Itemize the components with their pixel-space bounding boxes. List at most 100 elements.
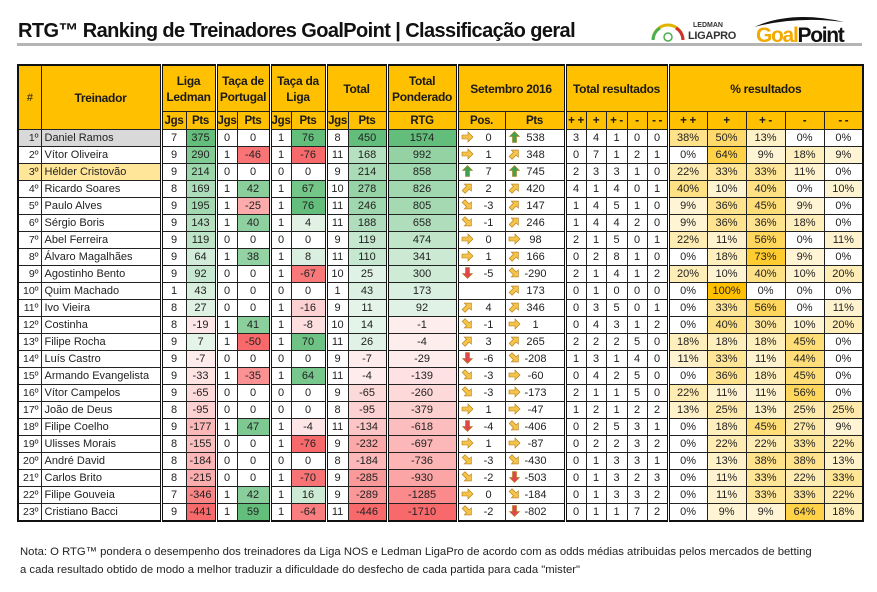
tl-pts: 0 [290,401,327,419]
coach-name[interactable]: André David [40,452,162,470]
tl-pts: -8 [290,316,327,334]
month-points-value: 745 [526,166,545,178]
position-arrow-up-right-icon [461,335,474,347]
rank: 16º [17,384,42,402]
result-pct-2: 38% [745,452,786,470]
rank: 3º [17,163,42,181]
header-tp-pts: Pts [236,111,271,130]
result-pct-2: 33% [745,486,786,504]
table-row[interactable]: 3º Hélder Cristovão 9 214 0 0 0 0 9 214 858 7 745 2 3 3… [17,163,864,181]
result-pct-0: 0% [666,418,708,436]
month-points-value: -208 [524,353,547,365]
table-row[interactable]: 14º Luís Castro 9 -7 0 0 0 0 9 -7 -29 -6 -208 1 3 1 4 0 11… [17,350,864,368]
coach-name[interactable]: Vítor Campelos [40,384,162,402]
month-position: -3 [455,384,506,402]
liga-pts: 92 [185,265,217,283]
coach-name[interactable]: Álvaro Magalhães [40,248,162,266]
coach-name[interactable]: Cristiano Bacci [40,503,162,522]
result-count-4: 2 [646,486,669,504]
coach-name[interactable]: Filipe Gouveia [40,486,162,504]
table-row[interactable]: 16º Vítor Campelos 9 -65 0 0 0 0 9 -65 -260 -3 -173 2… [17,384,864,402]
rtg: 658 [385,214,458,232]
title-divider [17,43,862,46]
table-row[interactable]: 12º Costinha 8 -19 1 41 1 -8 10 14 -1 -1 1 0 4 3 1 2 0% 40%… [17,316,864,334]
coach-name[interactable]: Sérgio Boris [40,214,162,232]
coach-name[interactable]: Filipe Rocha [40,333,162,351]
table-row[interactable]: 1º Daniel Ramos 7 375 0 0 1 76 8 450 1574 0 538 3 4 1 0 0… [17,129,864,147]
header-coach[interactable]: Treinador [40,64,162,130]
tp-jgs: 1 [214,316,238,334]
table-row[interactable]: 22º Filipe Gouveia 7 -346 1 42 1 16 9 -289 -1285 0-… [17,486,864,504]
coach-name[interactable]: Ivo Vieira [40,299,162,317]
table-row[interactable]: 7º Abel Ferreira 9 119 0 0 0 0 9 119 474 0 98 2 1 5 0 1 22… [17,231,864,249]
coach-name[interactable]: Abel Ferreira [40,231,162,249]
header-ponderado: Total Ponderado [385,64,458,112]
total-jgs: 9 [324,231,349,249]
table-row[interactable]: 11º Ivo Vieira 8 27 0 0 1 -16 9 11 92 4 346 0 3 5 0 1 0% 33… [17,299,864,317]
coach-name[interactable]: Daniel Ramos [40,129,162,147]
table-row[interactable]: 2º Vítor Oliveira 9 290 1 -46 1 -76 11 168 992 1 348… [17,146,864,164]
tp-jgs: 1 [214,248,238,266]
coach-name[interactable]: João de Deus [40,401,162,419]
header-total-col-3: - [626,111,648,130]
coach-name[interactable]: Carlos Brito [40,469,162,487]
table-row[interactable]: 9º Agostinho Bento 9 92 0 0 1 -67 10 25 300 -5 -290 2… [17,265,864,283]
total-pts: -134 [347,418,388,436]
coach-name[interactable]: Ricardo Soares [40,180,162,198]
result-pct-3: 10% [784,265,825,283]
table-row[interactable]: 23º Cristiano Bacci 9 -441 1 59 1 -64 11 -446 -171… [17,503,864,522]
coach-name[interactable]: Costinha [40,316,162,334]
result-pct-3: 9% [784,197,825,215]
table-row[interactable]: 18º Filipe Coelho 9 -177 1 47 1 -4 11 -134 -618 -4-… [17,418,864,436]
result-count-4: 1 [646,180,669,198]
tl-pts: 8 [290,248,327,266]
result-pct-3: 45% [784,333,825,351]
coach-name[interactable]: Paulo Alves [40,197,162,215]
liga-pts: -65 [185,384,217,402]
result-count-1: 4 [585,214,607,232]
table-row[interactable]: 13º Filipe Rocha 9 7 1 -50 1 70 11 26 -4 3 265 2 2 2 5 0 1… [17,333,864,351]
coach-name[interactable]: Filipe Coelho [40,418,162,436]
coach-name[interactable]: Armando Evangelista [40,367,162,385]
tp-pts: -25 [236,197,271,215]
month-points: -184 [504,486,566,504]
table-row[interactable]: 4º Ricardo Soares 8 169 1 42 1 67 10 278 826 2 420 4 1… [17,180,864,198]
rtg: -4 [385,333,458,351]
month-points-value: -406 [524,421,547,433]
result-pct-4: 22% [823,435,864,453]
table-row[interactable]: 10º Quim Machado 1 43 0 0 0 0 1 43 173 173 0 1 0 0 0 0% 10… [17,282,864,300]
tl-jgs: 0 [268,401,292,419]
table-row[interactable]: 20º André David 8 -184 0 0 0 0 8 -184 -736 -3 -430 0 1… [17,452,864,470]
result-count-3: 3 [626,435,648,453]
rtg: -1 [385,316,458,334]
rank: 10º [17,282,42,300]
month-position-value: -3 [483,387,494,399]
coach-name[interactable]: Ulisses Morais [40,435,162,453]
result-pct-2: 56% [745,299,786,317]
liga-pts: -346 [185,486,217,504]
result-pct-4: 0% [823,350,864,368]
tp-jgs: 0 [214,469,238,487]
result-pct-3: 38% [784,452,825,470]
header-total-pts: Pts [347,111,388,130]
table-row[interactable]: 15º Armando Evangelista 9 -33 1 -35 1 64 11 -4 -13… [17,367,864,385]
result-pct-0: 20% [666,265,708,283]
month-points: -290 [504,265,566,283]
goalpoint-logo-text: GoalPoint [756,24,845,48]
coach-name[interactable]: Agostinho Bento [40,265,162,283]
table-row[interactable]: 17º João de Deus 8 -95 0 0 0 0 8 -95 -379 1 -47 1 2 1 2 2… [17,401,864,419]
coach-name[interactable]: Vítor Oliveira [40,146,162,164]
coach-name[interactable]: Luís Castro [40,350,162,368]
table-row[interactable]: 5º Paulo Alves 9 195 1 -25 1 76 11 246 805 -3 147 1 4 5… [17,197,864,215]
ligapro-emblem-icon [651,23,685,42]
table-row[interactable]: 21º Carlos Brito 8 -215 0 0 1 -70 9 -285 -930 -2 -50… [17,469,864,487]
result-pct-2: 13% [745,129,786,147]
month-points-value: -184 [524,489,547,501]
table-row[interactable]: 8º Álvaro Magalhães 9 64 1 38 1 8 11 110 341 1 166 0 2… [17,248,864,266]
table-row[interactable]: 19º Ulisses Morais 8 -155 0 0 1 -76 9 -232 -697 1 -8… [17,435,864,453]
table-row[interactable]: 6º Sérgio Boris 9 143 1 40 1 4 11 188 658 -1 246 1 4 4 2… [17,214,864,232]
coach-name[interactable]: Hélder Cristovão [40,163,162,181]
coach-name[interactable]: Quim Machado [40,282,162,300]
position-arrow-right-icon [461,233,474,245]
rank: 20º [17,452,42,470]
